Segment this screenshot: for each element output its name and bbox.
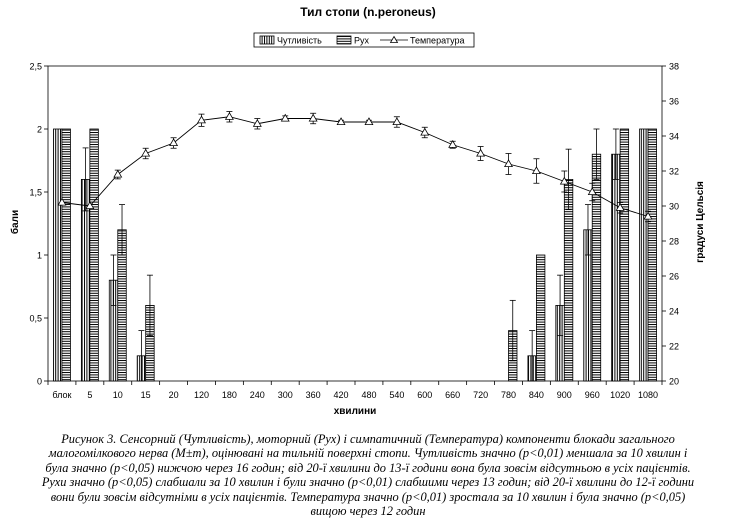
chart-title: Тил стопи (n.peroneus) — [300, 5, 436, 19]
x-tick-label: 420 — [334, 390, 349, 400]
point-temperature — [587, 187, 597, 195]
caption-line: малогомілкового нерва (M±m), оцінювані н… — [48, 446, 688, 461]
x-tick-label: 1020 — [610, 390, 630, 400]
point-temperature — [420, 127, 430, 136]
x-tick-label: 20 — [169, 390, 179, 400]
point-temperature — [197, 115, 206, 124]
point-temperature — [57, 197, 67, 206]
caption-line: Рухи значно (p<0,05) слабшали за 10 хвил… — [41, 475, 695, 490]
y2-tick-label: 32 — [669, 167, 679, 177]
x-tick-label: 300 — [278, 390, 293, 400]
y2-tick-label: 20 — [669, 377, 679, 387]
y-axis-label: бали — [9, 210, 21, 234]
y2-tick-label: 38 — [669, 62, 679, 72]
caption-line: Рисунок 3. Сенсорний (Чутливість), мотор… — [61, 432, 675, 446]
bar-movement — [591, 153, 602, 382]
point-temperature — [448, 139, 458, 148]
x-tick-label: 600 — [417, 390, 432, 400]
bar-movement — [647, 128, 657, 382]
y2-tick-label: 28 — [669, 237, 679, 247]
point-temperature — [392, 117, 402, 125]
y-tick-label: 2,5 — [29, 62, 42, 72]
y2-axis-label: градуси Цельсія — [695, 181, 706, 263]
x-axis-label: хвилини — [334, 406, 377, 417]
point-temperature — [364, 117, 374, 125]
y-tick-label: 1 — [37, 251, 42, 261]
point-temperature — [559, 176, 569, 185]
point-temperature — [336, 117, 346, 125]
caption-line: була значно (p<0,05) нижчою через 16 год… — [45, 460, 691, 475]
point-temperature — [615, 202, 625, 211]
legend: Чутливість Рух Температура — [253, 32, 475, 48]
point-temperature — [113, 169, 123, 178]
x-tick-label: 540 — [389, 390, 404, 400]
x-tick-label: 120 — [194, 390, 209, 400]
x-tick-label: 840 — [529, 390, 544, 400]
caption-line: вони були зовсім відсутніми в усіх паціє… — [50, 489, 686, 504]
x-tick-label: 10 — [113, 390, 123, 400]
legend-label-temperature: Температура — [410, 36, 465, 46]
legend-swatch-movement — [336, 35, 352, 45]
point-temperature — [252, 118, 262, 127]
point-temperature — [643, 211, 653, 220]
legend-label-movement: Рух — [354, 36, 370, 46]
bar-sensitivity — [639, 128, 649, 382]
x-tick-label: 720 — [473, 390, 488, 400]
y-tick-label: 1,5 — [29, 188, 42, 198]
x-tick-label: 180 — [222, 390, 237, 400]
bar-movement — [536, 254, 546, 382]
x-tick-label: блок — [52, 390, 71, 400]
plot-area: 0 0,5 1 1,5 2 2,5 20 22 24 26 28 30 32 34 36 38 блок 5 10 1… — [29, 62, 679, 401]
y2-tick-label: 34 — [669, 132, 679, 142]
point-temperature — [476, 148, 486, 157]
x-tick-label: 5 — [87, 390, 92, 400]
chart: Тил стопи (n.peroneus) Чутливість Рух Те… — [9, 5, 706, 417]
legend-marker-temperature — [389, 35, 399, 43]
bar-movement — [61, 128, 71, 382]
y2-tick-label: 26 — [669, 272, 679, 282]
x-tick-label: 780 — [501, 390, 516, 400]
x-tick-label: 480 — [361, 390, 376, 400]
point-temperature — [224, 111, 234, 120]
x-tick-label: 15 — [141, 390, 151, 400]
point-temperature — [280, 113, 290, 122]
line-temperature — [61, 116, 649, 217]
bar-sensitivity — [53, 128, 63, 382]
legend-swatch-sensitivity — [259, 35, 275, 45]
y2-tick-label: 24 — [669, 307, 679, 317]
point-temperature — [85, 201, 95, 209]
legend-box — [253, 32, 475, 48]
bar-movement — [619, 128, 630, 382]
caption-line: вищою через 12 годин — [310, 504, 426, 519]
y-tick-label: 0 — [37, 377, 42, 387]
x-tick-label: 900 — [557, 390, 572, 400]
point-temperature — [308, 113, 318, 122]
y-tick-label: 2 — [37, 125, 42, 135]
point-temperature — [531, 166, 541, 174]
x-tick-label: 240 — [250, 390, 265, 400]
figure-caption: Рисунок 3. Сенсорний (Чутливість), мотор… — [8, 432, 728, 518]
point-temperature — [169, 138, 179, 146]
bar-sensitivity — [611, 153, 621, 382]
y2-tick-label: 36 — [669, 97, 679, 107]
x-tick-label: 960 — [585, 390, 600, 400]
y2-tick-label: 22 — [669, 342, 679, 352]
x-tick-label: 1080 — [638, 390, 658, 400]
x-tick-label: 360 — [306, 390, 321, 400]
y2-tick-label: 30 — [669, 202, 679, 212]
bar-movement — [89, 128, 99, 382]
legend-label-sensitivity: Чутливість — [277, 36, 322, 46]
point-temperature — [504, 159, 513, 167]
x-tick-label: 660 — [445, 390, 460, 400]
point-temperature — [141, 148, 151, 157]
y-tick-label: 0,5 — [29, 314, 42, 324]
